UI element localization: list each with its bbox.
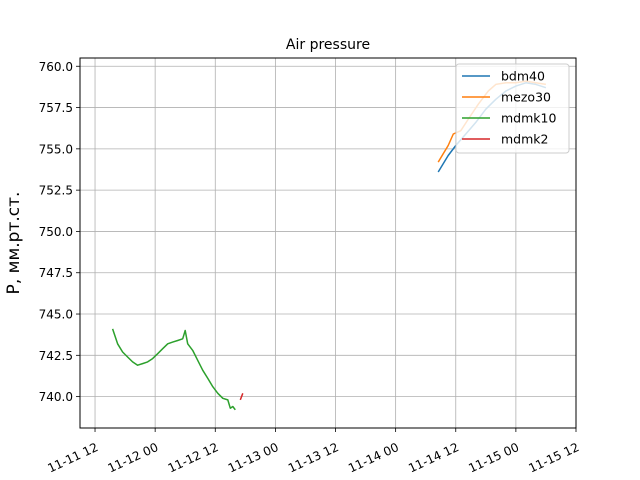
x-tick-label: 11-14 12 [406, 440, 461, 475]
x-tick-label: 11-15 12 [526, 440, 581, 475]
x-tick-label: 11-12 00 [106, 440, 161, 475]
y-tick-label: 742.5 [39, 349, 73, 363]
y-tick-label: 755.0 [39, 142, 73, 156]
x-tick-label: 11-15 00 [466, 440, 521, 475]
x-tick-label: 11-12 12 [166, 440, 221, 475]
legend: bdm40 mezo30 mdmk10 mdmk2 [455, 63, 570, 154]
y-tick-label: 747.5 [39, 266, 73, 280]
x-tick-label: 11-13 00 [226, 440, 281, 475]
legend-label-mdmk10: mdmk10 [501, 111, 556, 126]
series-line-mdmk10 [111, 328, 236, 411]
y-tick-label: 745.0 [39, 308, 73, 322]
y-tick-label: 740.0 [39, 390, 73, 404]
x-tick-label: 11-14 00 [346, 440, 401, 475]
y-tick-label: 750.0 [39, 225, 73, 239]
y-tick-label: 760.0 [39, 60, 73, 74]
grid [80, 58, 577, 428]
x-tick-label: 11-11 12 [45, 440, 100, 475]
legend-frame [455, 63, 570, 154]
x-axis: 11-11 12 11-12 00 11-12 12 11-13 00 11-13 12… [45, 428, 581, 476]
y-tick-label: 752.5 [39, 184, 73, 198]
series-line-mdmk2 [239, 393, 244, 401]
legend-label-bdm40: bdm40 [501, 69, 545, 84]
plot-frame [79, 57, 577, 429]
y-tick-label: 757.5 [39, 101, 73, 115]
y-axis: 740.0 742.5 745.0 747.5 750.0 752.5 755.0 757.5… [39, 60, 80, 404]
x-tick-label: 11-13 12 [286, 440, 341, 475]
chart-title: Air pressure [286, 37, 370, 53]
y-axis-label: P, мм.рт.ст. [4, 192, 24, 295]
legend-label-mezo30: mezo30 [501, 90, 551, 105]
legend-label-mdmk2: mdmk2 [501, 132, 548, 147]
